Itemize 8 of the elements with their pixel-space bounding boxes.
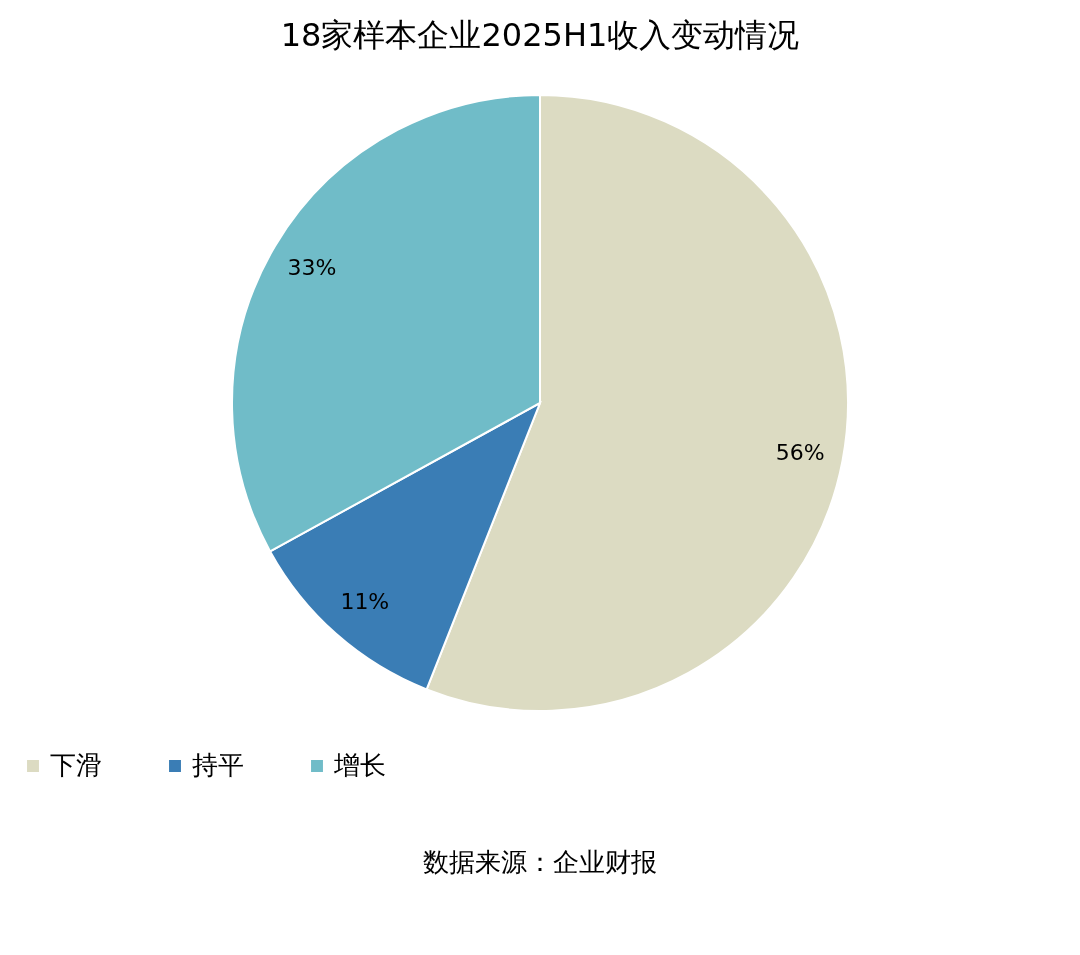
source-note: 数据来源：企业财报 [423, 847, 657, 877]
data-label: 11% [340, 588, 390, 614]
data-label: 56% [775, 439, 825, 465]
legend-label: 持平 [192, 750, 244, 780]
data-label: 33% [287, 255, 337, 281]
legend-label: 增长 [333, 750, 386, 780]
chart-title: 18家样本企业2025H1收入变动情况 [280, 16, 800, 54]
legend-label: 下滑 [50, 750, 102, 780]
